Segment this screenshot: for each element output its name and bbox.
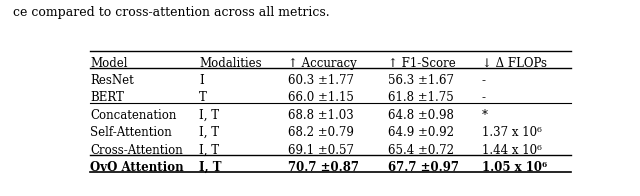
Text: 70.7 ±0.87: 70.7 ±0.87 [288,161,359,174]
Text: I, T: I, T [199,143,219,156]
Text: T: T [199,91,207,104]
Text: I: I [199,74,204,87]
Text: Self-Attention: Self-Attention [90,126,172,139]
Text: 1.05 x 10⁶: 1.05 x 10⁶ [482,161,547,174]
Text: 61.8 ±1.75: 61.8 ±1.75 [388,91,453,104]
Text: ↓ Δ FLOPs: ↓ Δ FLOPs [482,57,547,70]
Text: I, T: I, T [199,161,221,174]
Text: Model: Model [90,57,127,70]
Text: Concatenation: Concatenation [90,109,176,122]
Text: OvO Attention: OvO Attention [90,161,184,174]
Text: 1.44 x 10⁶: 1.44 x 10⁶ [482,143,541,156]
Text: 56.3 ±1.67: 56.3 ±1.67 [388,74,454,87]
Text: I, T: I, T [199,126,219,139]
Text: ↑ F1-Score: ↑ F1-Score [388,57,455,70]
Text: Cross-Attention: Cross-Attention [90,143,182,156]
Text: 1.37 x 10⁶: 1.37 x 10⁶ [482,126,541,139]
Text: -: - [482,74,486,87]
Text: 68.8 ±1.03: 68.8 ±1.03 [288,109,354,122]
Text: 67.7 ±0.97: 67.7 ±0.97 [388,161,458,174]
Text: ↑ Accuracy: ↑ Accuracy [288,57,357,70]
Text: ResNet: ResNet [90,74,134,87]
Text: Modalities: Modalities [199,57,262,70]
Text: 66.0 ±1.15: 66.0 ±1.15 [288,91,354,104]
Text: *: * [482,109,488,122]
Text: -: - [482,91,486,104]
Text: 64.9 ±0.92: 64.9 ±0.92 [388,126,454,139]
Text: BERT: BERT [90,91,124,104]
Text: I, T: I, T [199,109,219,122]
Text: 68.2 ±0.79: 68.2 ±0.79 [288,126,354,139]
Text: 65.4 ±0.72: 65.4 ±0.72 [388,143,454,156]
Text: 64.8 ±0.98: 64.8 ±0.98 [388,109,453,122]
Text: 60.3 ±1.77: 60.3 ±1.77 [288,74,355,87]
Text: ce compared to cross-attention across all metrics.: ce compared to cross-attention across al… [13,6,330,19]
Text: 69.1 ±0.57: 69.1 ±0.57 [288,143,355,156]
